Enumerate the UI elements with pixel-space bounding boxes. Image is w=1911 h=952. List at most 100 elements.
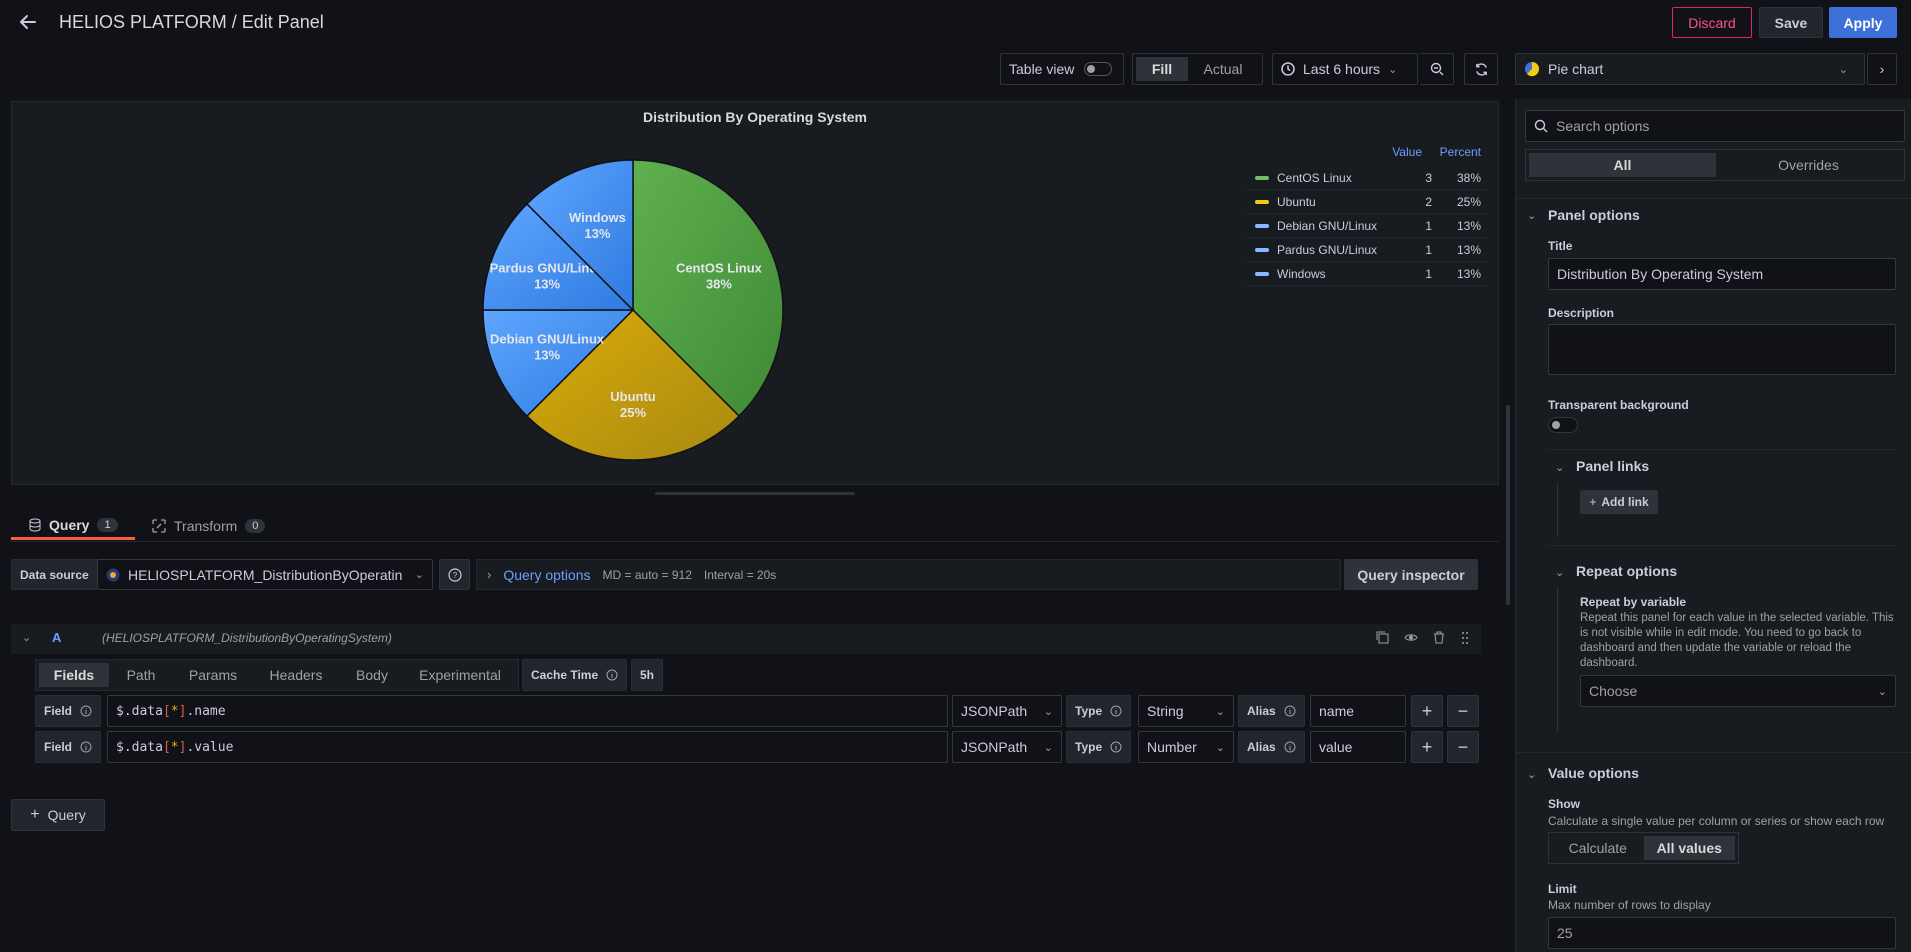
alias-label-text: Alias xyxy=(1247,740,1276,754)
description-textarea[interactable] xyxy=(1548,324,1896,375)
type-select[interactable]: String ⌄ xyxy=(1138,695,1234,727)
legend-swatch xyxy=(1255,199,1269,204)
tab-path[interactable]: Path xyxy=(126,667,156,683)
time-range-picker[interactable]: Last 6 hours ⌄ xyxy=(1272,53,1418,85)
legend-name: CentOS Linux xyxy=(1277,170,1352,185)
show-radio-group: Calculate All values xyxy=(1548,832,1739,864)
eye-icon[interactable] xyxy=(1404,631,1418,644)
cache-time-value[interactable]: 5h xyxy=(631,659,664,691)
pie-slice[interactable] xyxy=(525,159,634,312)
add-field-button[interactable]: + xyxy=(1411,695,1443,727)
limit-input[interactable]: 25 xyxy=(1548,917,1896,949)
chevron-down-icon[interactable]: ⌄ xyxy=(1555,462,1565,474)
tab-all[interactable]: All xyxy=(1529,153,1716,177)
remove-field-button[interactable]: − xyxy=(1447,695,1479,727)
query-inspector-button[interactable]: Query inspector xyxy=(1344,559,1478,590)
panel-links-title[interactable]: Panel links xyxy=(1576,458,1650,474)
alias-input[interactable]: name xyxy=(1310,695,1406,727)
legend-percent-header[interactable]: Percent xyxy=(1439,145,1481,159)
chevron-down-icon[interactable]: ⌄ xyxy=(1555,567,1565,579)
pie-slice[interactable] xyxy=(482,202,635,311)
pie-slice-label: Pardus GNU/Linux xyxy=(490,260,606,275)
remove-field-button[interactable]: − xyxy=(1447,731,1479,763)
repeat-variable-select[interactable]: Choose ⌄ xyxy=(1580,675,1896,707)
add-link-label: Add link xyxy=(1601,495,1649,509)
duplicate-icon[interactable] xyxy=(1376,631,1389,644)
legend-item[interactable]: Ubuntu 2 25% xyxy=(1247,190,1487,214)
field-label-text: Field xyxy=(44,704,73,718)
collapse-chevron-icon[interactable]: ⌄ xyxy=(22,632,32,644)
trash-icon[interactable] xyxy=(1433,631,1445,644)
tab-overrides[interactable]: Overrides xyxy=(1778,157,1839,173)
alias-input[interactable]: value xyxy=(1310,731,1406,763)
tab-fields[interactable]: Fields xyxy=(39,663,109,687)
add-link-button[interactable]: + Add link xyxy=(1580,490,1658,514)
apply-button[interactable]: Apply xyxy=(1829,7,1897,38)
chevron-down-icon[interactable]: ⌄ xyxy=(1527,210,1537,222)
editor-scrollbar[interactable] xyxy=(1506,405,1510,605)
field-selector-input[interactable]: $.data[*] .name xyxy=(107,695,948,727)
back-arrow-icon[interactable] xyxy=(16,10,40,34)
drag-handle-icon[interactable] xyxy=(1461,631,1469,645)
query-ref-id[interactable]: A xyxy=(52,630,62,645)
actual-button[interactable]: Actual xyxy=(1203,61,1243,77)
pie-slice[interactable] xyxy=(632,159,784,418)
legend-name: Pardus GNU/Linux xyxy=(1277,242,1378,257)
data-source-select[interactable]: HELIOSPLATFORM_DistributionByOperatin ⌄ xyxy=(97,559,433,590)
tab-experimental[interactable]: Experimental xyxy=(419,667,501,683)
value-options-title[interactable]: Value options xyxy=(1548,765,1640,781)
table-view-switch[interactable] xyxy=(1084,62,1113,76)
selector-suffix: .value xyxy=(186,739,234,755)
panel-options-title[interactable]: Panel options xyxy=(1548,207,1640,223)
type-select[interactable]: Number ⌄ xyxy=(1138,731,1234,763)
add-query-button[interactable]: + Query xyxy=(11,799,105,831)
transform-icon xyxy=(152,519,166,533)
query-options-bar[interactable]: › Query options MD = auto = 912 Interval… xyxy=(476,559,1341,590)
query-options-label[interactable]: Query options xyxy=(503,566,591,583)
type-label: Type xyxy=(1066,695,1132,727)
all-values-option[interactable]: All values xyxy=(1643,836,1735,860)
calculate-option[interactable]: Calculate xyxy=(1568,840,1627,856)
title-input[interactable]: Distribution By Operating System xyxy=(1548,258,1896,290)
refresh-icon[interactable] xyxy=(1464,53,1498,85)
legend-item[interactable]: CentOS Linux 3 38% xyxy=(1247,166,1487,190)
fill-button[interactable]: Fill xyxy=(1136,57,1188,81)
tab-query[interactable]: Query 1 xyxy=(11,512,135,540)
pie-slice[interactable] xyxy=(525,308,741,461)
fill-actual-group: Fill Actual xyxy=(1132,53,1263,85)
tabs-divider xyxy=(11,541,1499,542)
help-icon[interactable]: ? xyxy=(439,559,470,590)
field-mode-select[interactable]: JSONPath ⌄ xyxy=(952,731,1062,763)
search-options-input[interactable]: Search options xyxy=(1525,110,1905,142)
visualization-picker[interactable]: Pie chart ⌄ xyxy=(1515,53,1865,85)
tab-params[interactable]: Params xyxy=(188,667,238,683)
tab-transform[interactable]: Transform 0 xyxy=(152,512,282,540)
legend-value-header[interactable]: Value xyxy=(1392,145,1422,159)
links-border xyxy=(1557,482,1558,537)
save-button[interactable]: Save xyxy=(1759,7,1823,38)
tab-headers[interactable]: Headers xyxy=(269,667,323,683)
discard-button[interactable]: Discard xyxy=(1672,7,1752,38)
add-query-label: Query xyxy=(47,807,86,823)
pie-slice-percent: 13% xyxy=(584,226,610,241)
zoom-out-icon[interactable] xyxy=(1420,53,1454,85)
field-mode-select[interactable]: JSONPath ⌄ xyxy=(952,695,1062,727)
tab-body[interactable]: Body xyxy=(356,667,388,683)
field-selector-input[interactable]: $.data[*] .value xyxy=(107,731,948,763)
repeat-border xyxy=(1557,587,1558,732)
legend-item[interactable]: Windows 1 13% xyxy=(1247,262,1487,286)
selector-wildcard: * xyxy=(170,739,179,755)
table-view-toggle[interactable]: Table view xyxy=(1000,53,1124,85)
repeat-options-title[interactable]: Repeat options xyxy=(1576,563,1678,579)
chevron-down-icon[interactable]: ⌄ xyxy=(1527,769,1537,781)
legend-name: Debian GNU/Linux xyxy=(1277,218,1378,233)
resize-handle[interactable] xyxy=(655,492,855,495)
legend-item[interactable]: Pardus GNU/Linux 1 13% xyxy=(1247,238,1487,262)
add-field-button[interactable]: + xyxy=(1411,731,1443,763)
pie-slice[interactable] xyxy=(482,309,635,418)
selector-bracket: [ xyxy=(162,703,171,719)
legend-item[interactable]: Debian GNU/Linux 1 13% xyxy=(1247,214,1487,238)
transparent-switch[interactable] xyxy=(1548,417,1578,433)
plus-icon: + xyxy=(1589,495,1597,509)
chevron-right-icon[interactable]: › xyxy=(1867,53,1897,85)
